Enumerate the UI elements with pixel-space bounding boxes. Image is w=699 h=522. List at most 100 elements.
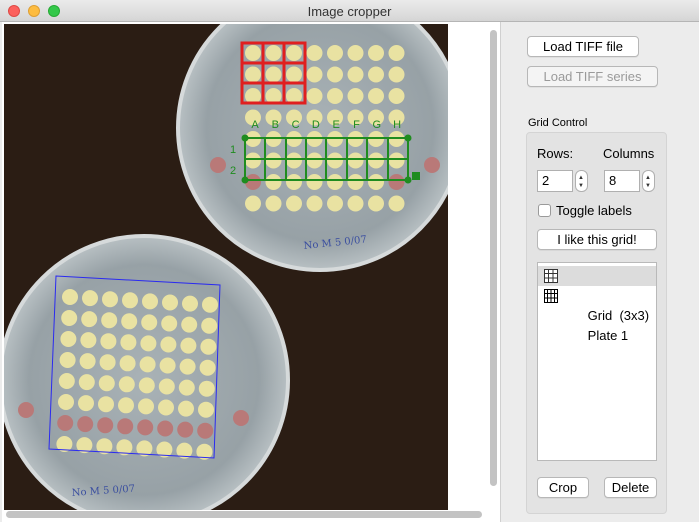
colony [327,66,343,83]
grid-list[interactable]: Grid (3x3) Plate 1 [537,262,657,461]
title-bar: Image cropper [0,0,699,22]
list-item-plate[interactable]: Plate 1 [538,286,656,343]
close-window-button[interactable] [8,5,20,17]
colony [157,420,174,437]
colony [138,398,154,415]
rows-label: Rows: [537,146,574,161]
vertical-scroll-thumb[interactable] [490,30,497,486]
colony [178,400,194,417]
crop-button[interactable]: Crop [537,477,589,498]
colonies [18,45,440,460]
load-tiff-button[interactable]: Load TIFF file [527,36,639,57]
columns-value[interactable]: 8 [604,170,640,192]
grid-column-label: B [272,119,279,131]
colony [182,295,198,312]
colony [196,443,213,460]
colony [388,152,405,169]
colony [368,66,384,83]
grid-column-label: F [353,119,360,131]
colony [18,402,34,418]
colony [286,152,302,169]
colony [161,315,178,332]
list-item-grid[interactable]: Grid (3x3) [538,266,656,323]
columns-up-icon[interactable]: ▲ [645,175,651,181]
lower-petri-plate [4,234,290,510]
load-tiff-series-button[interactable]: Load TIFF series [527,66,658,87]
plate-1-box[interactable] [48,275,221,459]
grid-icon [544,289,558,303]
colony [100,333,117,350]
colony [245,195,261,212]
like-grid-button[interactable]: I like this grid! [537,229,657,250]
colony [286,66,302,83]
colony [306,174,323,190]
grid-icon [544,269,558,283]
colony [121,313,138,330]
colony [265,45,282,61]
colony [201,317,218,334]
grid-handle-bottom-left[interactable] [241,176,249,184]
colony [327,45,343,61]
columns-down-icon[interactable]: ▼ [645,183,651,189]
colony [245,88,261,104]
colony [347,109,364,126]
control-panel: Load TIFF file Load TIFF series Grid Con… [500,22,699,522]
colony [388,66,405,83]
rows-value[interactable]: 2 [537,170,573,192]
colony [141,314,158,331]
colony [265,109,282,126]
colony [388,174,405,190]
rows-down-icon[interactable]: ▼ [578,183,584,189]
grid-handle-bottom-right[interactable] [404,176,412,184]
colony [245,174,261,190]
scanned-image[interactable]: No M 5 0/07 No M 5 0/07 [4,24,448,510]
image-viewer[interactable]: No M 5 0/07 No M 5 0/07 [2,22,500,522]
colony [82,290,98,307]
zoom-window-button[interactable] [48,5,60,17]
columns-spinbox[interactable]: 8 ▲ ▼ [604,170,655,192]
grid-row-label: 1 [230,144,236,156]
colony [210,157,226,173]
colony [388,45,405,61]
colony [286,88,302,104]
colony [245,45,261,61]
grid-handle-top-left[interactable] [241,134,249,142]
toggle-labels-label[interactable]: Toggle labels [556,203,632,218]
colony [327,88,343,104]
colony [62,289,78,305]
colony [181,316,198,333]
colony [59,352,76,368]
colony [347,88,364,104]
plate-note-lower: No M 5 0/07 [71,484,135,499]
grid-handle-top-right[interactable] [404,134,412,142]
colony [176,442,193,459]
colony [245,66,261,83]
colony [96,438,113,455]
delete-button[interactable]: Delete [604,477,657,498]
grid-column-label: E [333,119,340,131]
green-grid-2x8[interactable] [244,137,409,181]
colony [233,410,249,426]
colony [179,358,196,375]
red-grid-3x3[interactable] [240,41,307,105]
vertical-scrollbar[interactable] [487,26,499,508]
colony [159,357,176,374]
colony [80,332,97,349]
colony [158,399,174,416]
colony [306,45,323,61]
columns-label: Columns [603,146,655,161]
colony [327,109,343,126]
rows-spinbox[interactable]: 2 ▲ ▼ [537,170,588,192]
horizontal-scrollbar[interactable] [4,508,484,520]
toggle-labels-checkbox[interactable] [538,204,551,217]
colony [198,401,214,418]
colony [177,421,194,438]
rows-stepper[interactable]: ▲ ▼ [575,170,588,192]
grid-resize-handle[interactable] [412,172,420,180]
colony [368,174,384,190]
rows-up-icon[interactable]: ▲ [578,175,584,181]
columns-stepper[interactable]: ▲ ▼ [642,170,655,192]
minimize-window-button[interactable] [28,5,40,17]
colony [347,195,364,212]
horizontal-scroll-thumb[interactable] [6,511,482,518]
